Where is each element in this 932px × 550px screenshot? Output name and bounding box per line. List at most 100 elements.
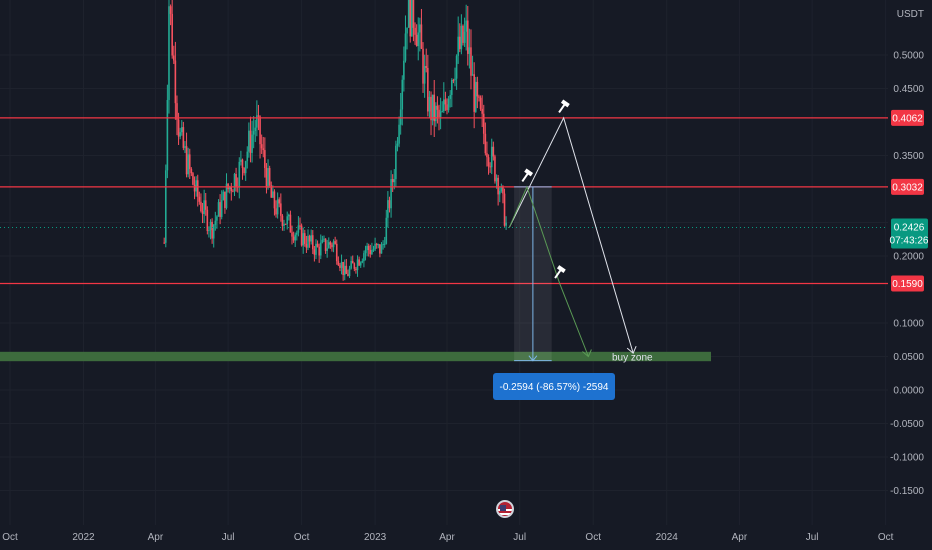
- candle-body: [388, 200, 391, 209]
- candle: [503, 188, 506, 227]
- candle-body: [385, 217, 388, 244]
- candle: [390, 170, 392, 218]
- candle-body: [192, 173, 194, 185]
- candle: [315, 239, 317, 260]
- candle-body: [208, 230, 210, 232]
- x-tick-label: 2023: [364, 532, 387, 543]
- candle: [259, 115, 261, 159]
- candle: [393, 169, 396, 190]
- candle-body: [369, 249, 372, 255]
- candle-body: [452, 80, 455, 82]
- candle-body: [201, 211, 204, 214]
- candle-body: [343, 265, 346, 276]
- candle-body: [444, 99, 447, 105]
- y-tick-label: -0.0500: [890, 419, 924, 430]
- candle: [291, 225, 293, 245]
- candle-body: [446, 104, 448, 111]
- candle-body: [262, 148, 265, 151]
- candle-body: [334, 241, 336, 244]
- candle: [286, 211, 289, 230]
- candle: [347, 269, 349, 277]
- candle: [296, 230, 298, 241]
- candle: [324, 238, 327, 254]
- candle-body: [278, 199, 281, 204]
- candle: [455, 54, 458, 90]
- candle-body: [172, 55, 175, 61]
- x-tick-label: Oct: [585, 532, 601, 543]
- candle: [489, 162, 491, 173]
- hammer-icon: [554, 265, 566, 279]
- candle-body: [248, 130, 250, 152]
- candle-body: [425, 66, 428, 68]
- candle: [289, 210, 292, 233]
- us-flag-icon[interactable]: [496, 500, 514, 518]
- candle: [222, 189, 225, 201]
- candle: [463, 17, 466, 47]
- candle: [326, 239, 328, 258]
- candle-body: [484, 133, 487, 154]
- candle-body: [203, 200, 205, 214]
- candle-body: [454, 78, 456, 81]
- candle-body: [350, 260, 352, 269]
- candle-body: [398, 124, 400, 144]
- candle: [321, 235, 324, 244]
- candle: [500, 183, 503, 193]
- candle-body: [209, 221, 212, 231]
- candle: [388, 196, 391, 213]
- candle: [369, 244, 372, 258]
- x-tick-label: Apr: [732, 532, 748, 543]
- measure-label-box: [493, 373, 615, 400]
- candle: [457, 16, 459, 64]
- candle-body: [377, 244, 380, 246]
- candlestick-series: [163, 0, 507, 281]
- candle-body: [305, 243, 308, 248]
- candle: [428, 90, 431, 118]
- candle: [403, 46, 405, 92]
- candle: [284, 223, 287, 225]
- candle: [169, 4, 172, 26]
- candle: [216, 215, 218, 229]
- candle: [305, 235, 308, 254]
- candle-body: [458, 36, 461, 50]
- candle-body: [169, 6, 172, 14]
- candle-body: [500, 186, 503, 192]
- candle-body: [324, 238, 327, 251]
- candle: [470, 29, 472, 90]
- candle: [492, 141, 495, 161]
- candle-body: [457, 36, 459, 56]
- candle-body: [240, 159, 242, 162]
- candle: [163, 237, 165, 244]
- current-price-tag-text: 0.2426: [894, 222, 925, 233]
- candle: [265, 163, 268, 194]
- y-tick-label: 0.1000: [893, 319, 924, 330]
- candle-body: [244, 161, 247, 174]
- candle: [377, 243, 380, 249]
- y-tick-label: 0.2000: [893, 252, 924, 263]
- candle-body: [303, 233, 306, 244]
- candle: [182, 121, 185, 151]
- candle: [184, 141, 186, 154]
- candle-body: [187, 154, 189, 175]
- candle-body: [415, 34, 418, 47]
- price-axis[interactable]: 0.50000.45000.35000.25000.20000.10000.05…: [890, 9, 929, 497]
- x-tick-label: Jul: [513, 532, 526, 543]
- candle-body: [359, 262, 362, 266]
- candle: [435, 102, 437, 127]
- candle-body: [502, 186, 504, 194]
- candle-body: [327, 242, 330, 249]
- candle-body: [382, 244, 384, 246]
- price-level-tag: [891, 109, 924, 126]
- candle: [193, 176, 196, 200]
- projection-path-white: [508, 116, 634, 354]
- buy-zone-band: [0, 351, 711, 362]
- hammer-head: [560, 99, 570, 108]
- candle: [281, 214, 284, 231]
- time-axis[interactable]: Oct 2022 Apr Jul Oct 2023 Apr Jul Oct 2024 Apr Jul O…: [2, 532, 893, 543]
- candle: [327, 237, 330, 249]
- candle: [502, 185, 504, 204]
- candle: [288, 213, 290, 221]
- candle-body: [273, 191, 276, 209]
- candle-body: [380, 244, 383, 254]
- hammer-handle: [554, 269, 562, 279]
